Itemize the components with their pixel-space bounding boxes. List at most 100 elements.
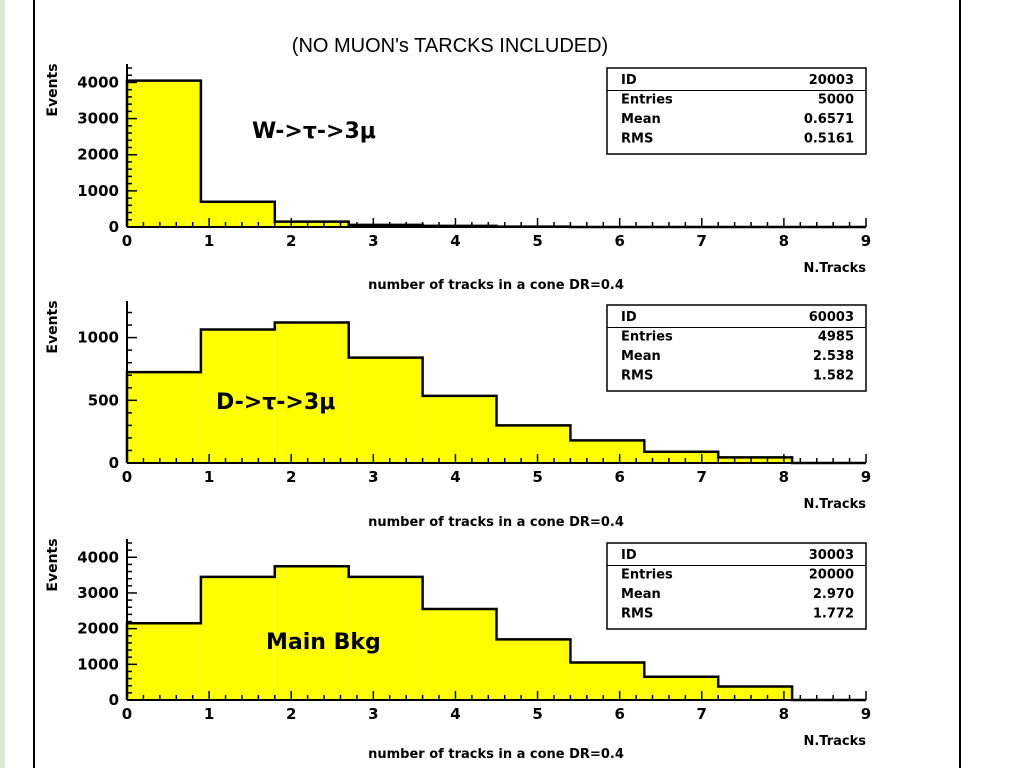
histogram-bar (496, 425, 571, 463)
x-tick-label: 8 (779, 705, 789, 723)
x-axis-unit: N.Tracks (803, 734, 866, 749)
stats-value: 2.538 (813, 349, 854, 364)
stats-key: Mean (621, 587, 661, 602)
y-tick-label: 1000 (77, 182, 119, 200)
x-axis-unit: N.Tracks (803, 497, 866, 512)
x-tick-label: 6 (614, 705, 624, 723)
stats-key: Entries (621, 330, 673, 345)
figure-title: (NO MUON's TARCKS INCLUDED) (292, 35, 608, 57)
x-tick-label: 2 (286, 705, 296, 723)
y-tick-label: 1000 (77, 329, 119, 347)
y-tick-label: 2000 (77, 146, 119, 164)
x-tick-label: 9 (861, 705, 871, 723)
x-tick-label: 0 (122, 232, 132, 250)
histogram-bar (718, 686, 793, 700)
stats-key: Entries (621, 568, 673, 583)
stats-value: 0.6571 (804, 112, 854, 127)
stats-key: RMS (621, 607, 653, 622)
x-tick-label: 5 (532, 705, 542, 723)
histogram-bar (200, 576, 275, 700)
x-tick-label: 3 (368, 705, 378, 723)
x-tick-label: 9 (861, 468, 871, 486)
stats-value: 30003 (809, 548, 854, 563)
histogram-panel-3: 0 1 2 3 4 5 6 7 8 9 0 1000 2000 3000 4000 Events N.Track… (45, 538, 871, 762)
stats-value: 60003 (809, 310, 854, 325)
stats-key: ID (621, 73, 637, 88)
y-tick-label: 3000 (77, 584, 119, 602)
histogram-bar (422, 395, 497, 463)
x-tick-label: 3 (368, 232, 378, 250)
y-axis-label: Events (45, 538, 61, 591)
stats-box (606, 542, 867, 630)
stats-box (606, 304, 867, 392)
x-tick-label: 4 (450, 232, 460, 250)
histogram-bar (644, 451, 719, 463)
histogram-bar (496, 639, 571, 700)
histogram-bar (274, 221, 349, 227)
y-tick-label: 0 (109, 454, 119, 472)
stats-key: Entries (621, 93, 673, 108)
histogram-bar (127, 372, 201, 463)
stats-value: 5000 (818, 93, 854, 108)
stats-value: 2.970 (813, 587, 854, 602)
process-label: D->τ->3μ (216, 390, 335, 415)
x-tick-label: 5 (532, 468, 542, 486)
stats-value: 1.772 (813, 607, 854, 622)
y-tick-label: 0 (109, 218, 119, 236)
histogram-bar (570, 440, 645, 463)
stats-key: ID (621, 548, 637, 563)
y-axis-label: Events (45, 63, 61, 116)
histogram-panel-1: 0 1 2 3 4 5 6 7 8 9 0 1000 2000 3000 4000 Events N.Track… (45, 63, 871, 293)
y-tick-label: 1000 (77, 655, 119, 673)
x-tick-label: 7 (697, 232, 707, 250)
histogram-bar (127, 80, 201, 227)
x-tick-label: 5 (532, 232, 542, 250)
x-tick-label: 2 (286, 232, 296, 250)
left-strip (0, 0, 5, 768)
histogram-bar (274, 322, 349, 463)
histogram-bar (644, 676, 719, 700)
y-tick-label: 500 (88, 391, 119, 409)
stats-key: RMS (621, 369, 653, 384)
stats-value: 20003 (809, 73, 854, 88)
y-tick-label: 4000 (77, 548, 119, 566)
x-tick-label: 7 (697, 705, 707, 723)
process-label: W->τ->3μ (252, 119, 376, 144)
x-tick-label: 8 (779, 232, 789, 250)
histogram-bar (348, 357, 423, 463)
x-tick-label: 4 (450, 705, 460, 723)
histogram-bar (422, 609, 497, 700)
histogram-bar (200, 329, 275, 463)
x-tick-label: 1 (204, 705, 214, 723)
x-tick-label: 3 (368, 468, 378, 486)
histogram-bar (200, 201, 275, 227)
histogram-bar (570, 662, 645, 700)
stats-key: RMS (621, 132, 653, 147)
stats-value: 1.582 (813, 369, 854, 384)
x-tick-label: 4 (450, 468, 460, 486)
x-axis-label: number of tracks in a cone DR=0.4 (368, 278, 624, 293)
y-axis-label: Events (45, 300, 61, 353)
stats-key: Mean (621, 112, 661, 127)
histogram-outline (125, 321, 866, 465)
histogram-bar (127, 623, 201, 700)
histogram-outline (125, 564, 866, 702)
x-axis-unit: N.Tracks (803, 261, 866, 276)
stats-value: 4985 (818, 330, 854, 345)
x-tick-label: 9 (861, 232, 871, 250)
stats-value: 0.5161 (804, 132, 854, 147)
histogram-panel-2: 0 1 2 3 4 5 6 7 8 9 0 500 1000 Events N.Tracks number o… (45, 300, 871, 530)
x-tick-label: 0 (122, 468, 132, 486)
y-tick-label: 2000 (77, 620, 119, 638)
histogram-bar (274, 566, 349, 700)
x-axis-label: number of tracks in a cone DR=0.4 (368, 747, 624, 762)
y-tick-label: 0 (109, 691, 119, 709)
x-tick-label: 6 (614, 468, 624, 486)
x-tick-label: 7 (697, 468, 707, 486)
stats-key: Mean (621, 349, 661, 364)
histogram-bar (718, 457, 793, 463)
x-tick-label: 0 (122, 705, 132, 723)
y-tick-label: 3000 (77, 110, 119, 128)
x-tick-label: 1 (204, 232, 214, 250)
